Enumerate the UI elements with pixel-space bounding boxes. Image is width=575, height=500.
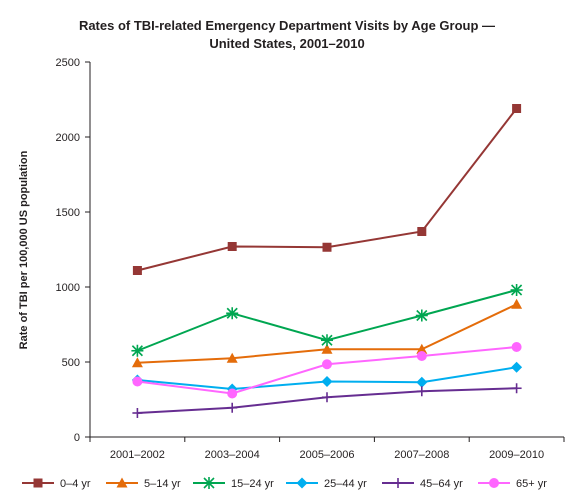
plot-area: 0 500 1000 1500 2000 2500 2001–2002 2003–2004 20… xyxy=(56,57,565,461)
x-tick-label: 2005–2006 xyxy=(299,449,354,461)
data-point xyxy=(511,298,523,309)
data-point xyxy=(131,344,144,357)
legend-item: 5–14 yr xyxy=(106,477,181,490)
y-tick-label: 2500 xyxy=(56,57,80,69)
legend: 0–4 yr 5–14 yr 15–24 yr 25–44 yr 45–64 yr 65+… xyxy=(22,477,547,490)
data-point xyxy=(415,309,428,322)
data-point xyxy=(132,408,143,418)
data-point xyxy=(511,361,523,373)
y-tick-label: 1500 xyxy=(56,207,80,219)
data-point xyxy=(511,383,522,394)
data-point xyxy=(321,343,333,354)
data-point xyxy=(417,227,427,236)
data-point xyxy=(416,376,428,388)
data-point xyxy=(511,342,522,352)
data-point xyxy=(226,307,239,320)
chart-title-line-2: United States, 2001–2010 xyxy=(209,36,364,51)
x-tick-label: 2001–2002 xyxy=(110,449,165,461)
x-tick-label: 2007–2008 xyxy=(394,449,449,461)
y-tick-label: 1000 xyxy=(56,282,80,294)
legend-label: 45–64 yr xyxy=(420,478,463,490)
data-point xyxy=(227,402,238,413)
data-point xyxy=(226,352,238,363)
legend-marker xyxy=(296,477,308,489)
data-point xyxy=(512,104,522,113)
y-axis-label: Rate of TBI per 100,000 US population xyxy=(18,150,30,349)
data-point xyxy=(132,266,142,275)
legend-marker xyxy=(203,477,215,489)
legend-marker xyxy=(33,478,43,488)
legend-item: 65+ yr xyxy=(478,478,547,490)
data-point xyxy=(416,343,428,354)
legend-label: 65+ yr xyxy=(516,478,547,490)
legend-item: 45–64 yr xyxy=(382,478,463,490)
y-tick-label: 0 xyxy=(74,432,80,444)
data-point xyxy=(322,392,332,403)
legend-item: 15–24 yr xyxy=(193,477,274,490)
data-point xyxy=(321,334,333,347)
chart-title-line-1: Rates of TBI-related Emergency Departmen… xyxy=(79,18,495,33)
legend-item: 25–44 yr xyxy=(286,477,367,490)
y-tick-label: 500 xyxy=(62,357,80,369)
x-tick-label: 2009–2010 xyxy=(489,449,544,461)
series-line-1 xyxy=(137,303,518,364)
data-point xyxy=(132,376,143,387)
legend-label: 15–24 yr xyxy=(231,478,274,490)
data-point xyxy=(227,242,237,251)
data-point xyxy=(416,386,427,397)
data-point xyxy=(416,351,427,361)
data-point xyxy=(227,388,238,399)
legend-marker xyxy=(489,478,499,488)
legend-item: 0–4 yr xyxy=(22,478,91,490)
legend-label: 25–44 yr xyxy=(324,478,367,490)
legend-label: 0–4 yr xyxy=(60,478,91,490)
data-point xyxy=(322,359,332,370)
data-point xyxy=(322,242,332,252)
data-point xyxy=(510,284,523,296)
y-tick-label: 2000 xyxy=(56,132,80,144)
data-point xyxy=(131,357,143,368)
legend-label: 5–14 yr xyxy=(144,478,181,490)
legend-marker xyxy=(393,478,403,488)
legend-marker xyxy=(116,477,128,488)
data-point xyxy=(321,376,333,387)
x-tick-label: 2003–2004 xyxy=(205,449,260,461)
